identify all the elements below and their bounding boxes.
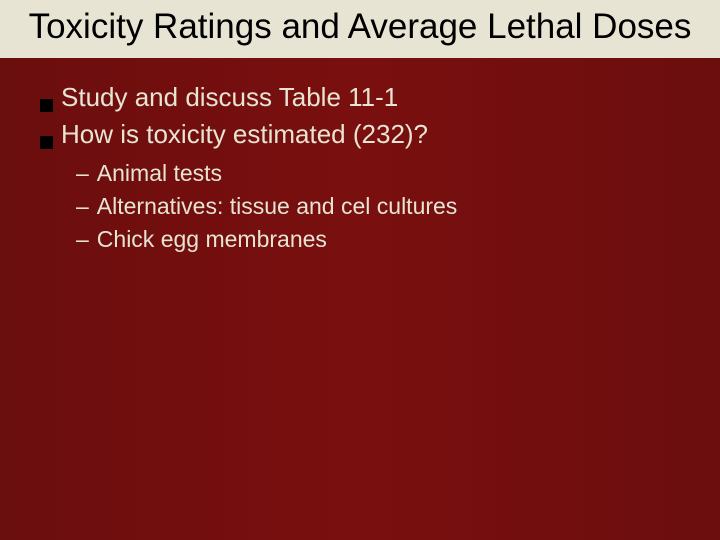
dash-icon: – bbox=[76, 160, 89, 187]
sub-bullet-item: – Alternatives: tissue and cel cultures bbox=[76, 191, 690, 222]
bullet-item: How is toxicity estimated (232)? bbox=[40, 117, 690, 152]
square-bullet-icon bbox=[40, 136, 53, 149]
slide-content: Study and discuss Table 11-1 How is toxi… bbox=[0, 58, 720, 277]
bullet-text: How is toxicity estimated (232)? bbox=[61, 117, 428, 152]
sub-bullet-text: Chick egg membranes bbox=[97, 224, 327, 255]
title-band: Toxicity Ratings and Average Lethal Dose… bbox=[0, 0, 720, 58]
slide: Toxicity Ratings and Average Lethal Dose… bbox=[0, 0, 720, 540]
slide-title: Toxicity Ratings and Average Lethal Dose… bbox=[20, 6, 700, 48]
bullet-text: Study and discuss Table 11-1 bbox=[61, 80, 398, 115]
bullet-item: Study and discuss Table 11-1 bbox=[40, 80, 690, 115]
dash-icon: – bbox=[76, 193, 89, 220]
dash-icon: – bbox=[76, 226, 89, 253]
sub-bullet-item: – Chick egg membranes bbox=[76, 224, 690, 255]
sub-bullet-list: – Animal tests – Alternatives: tissue an… bbox=[76, 158, 690, 255]
sub-bullet-item: – Animal tests bbox=[76, 158, 690, 189]
square-bullet-icon bbox=[40, 99, 53, 112]
sub-bullet-text: Alternatives: tissue and cel cultures bbox=[97, 191, 458, 222]
sub-bullet-text: Animal tests bbox=[97, 158, 222, 189]
